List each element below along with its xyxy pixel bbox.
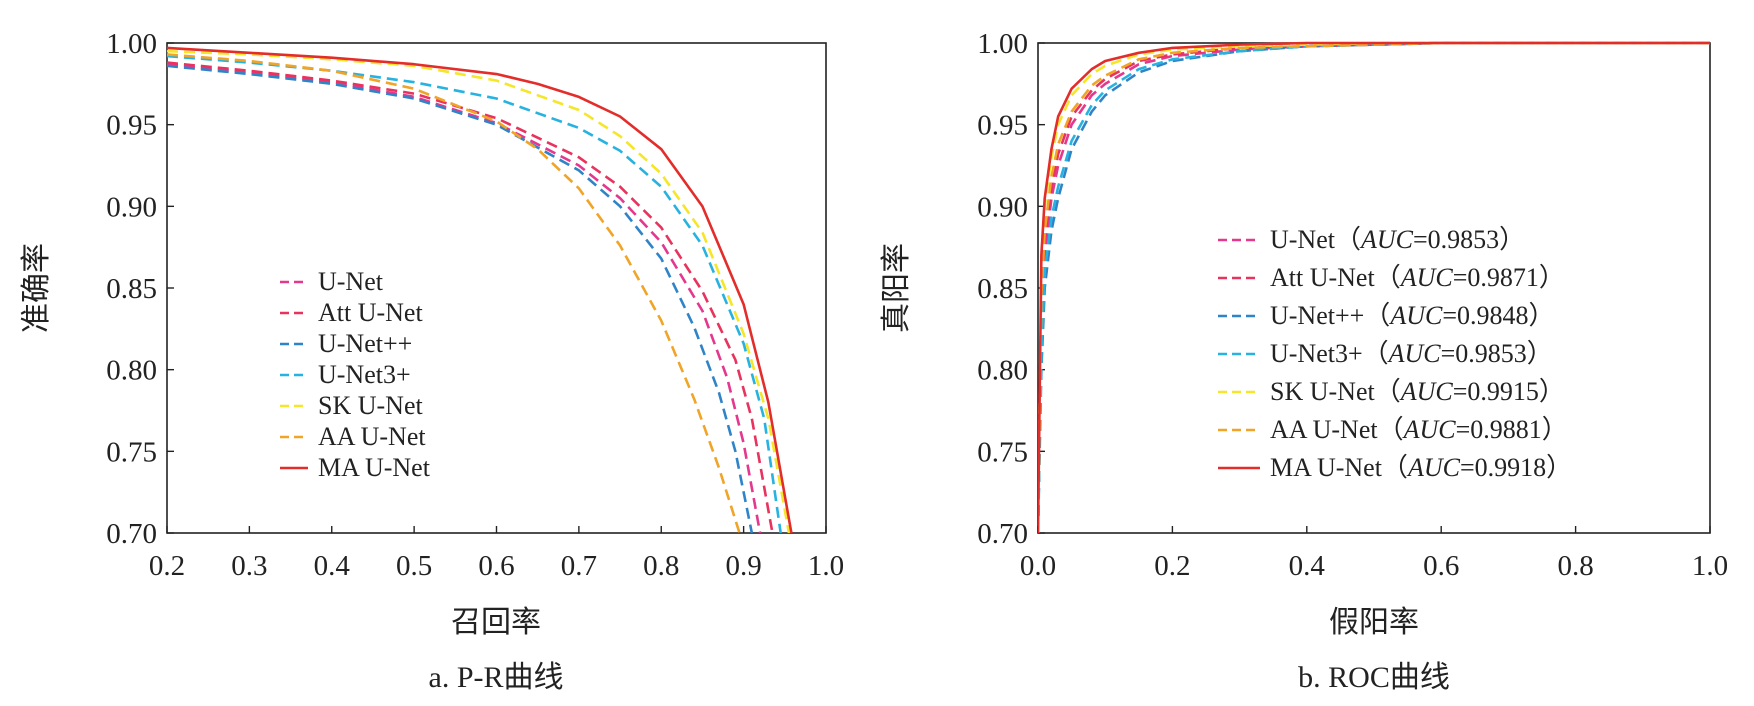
series-line-sk-u-net — [167, 49, 791, 533]
series-line-u-net — [1038, 41, 1710, 533]
y-tick-label: 0.90 — [977, 191, 1028, 223]
x-tick-label: 0.5 — [396, 550, 432, 582]
x-tick-label: 0.6 — [1423, 550, 1459, 582]
chart-caption: a. P-R曲线 — [429, 661, 564, 694]
plot-frame — [1037, 42, 1711, 534]
x-tick-label: 0.4 — [314, 550, 351, 582]
legend-entry: SK U-Net — [318, 391, 423, 420]
legend-entry: MA U-Net（AUC=0.9918） — [1270, 453, 1572, 482]
x-tick-label: 0.4 — [1289, 550, 1326, 582]
x-tick-label: 1.0 — [1692, 550, 1728, 582]
y-tick-label: 0.70 — [106, 518, 157, 550]
legend-entry: U-Net3+（AUC=0.9853） — [1270, 339, 1553, 368]
legend-entry: SK U-Net（AUC=0.9915） — [1270, 377, 1565, 406]
x-tick-label: 0.2 — [149, 550, 185, 582]
legend-entry: U-Net++ — [318, 329, 412, 358]
x-axis-label: 召回率 — [451, 606, 541, 639]
x-tick-label: 0.8 — [643, 550, 679, 582]
series-line-ma-u-net — [1038, 41, 1710, 533]
legend-entry: U-Net++（AUC=0.9848） — [1270, 301, 1554, 330]
roc-chart: 0.0 0.2 0.4 0.6 0.8 1.0 0.70 0.75 0.80 0.85 0.90 0.… — [880, 28, 1728, 694]
series-line-u-net3- — [167, 54, 782, 533]
series-line-u-net- — [167, 64, 754, 533]
y-tick-label: 0.75 — [977, 436, 1028, 468]
y-tick-label: 0.70 — [977, 518, 1028, 550]
series-group — [167, 46, 793, 533]
pr-chart: 0.2 0.3 0.4 0.5 0.6 0.7 0.8 0.9 1.0 0.70 0.75 0.80 0… — [20, 28, 844, 694]
series-line-att-u-net — [167, 61, 774, 533]
x-tick-label: 0.7 — [561, 550, 597, 582]
series-group — [1038, 41, 1710, 533]
x-tick-label: 0.8 — [1557, 550, 1593, 582]
y-tick-label: 0.80 — [977, 355, 1028, 387]
series-line-u-net — [167, 62, 762, 533]
x-tick-label: 0.6 — [478, 550, 514, 582]
x-axis-label: 假阳率 — [1329, 606, 1419, 639]
legend-entry: U-Net3+ — [318, 360, 411, 389]
legend-entry: MA U-Net — [318, 453, 431, 482]
legend-entry: Att U-Net（AUC=0.9871） — [1270, 263, 1565, 292]
y-tick-label: 0.85 — [977, 273, 1028, 305]
legend-entry: AA U-Net（AUC=0.9881） — [1270, 415, 1568, 444]
plot-frame — [166, 42, 827, 534]
y-tick-label: 0.75 — [106, 436, 157, 468]
y-tick-label: 0.85 — [106, 273, 157, 305]
y-tick-label: 0.95 — [977, 110, 1028, 142]
x-tick-label: 1.0 — [808, 550, 844, 582]
x-tick-label: 0.0 — [1020, 550, 1056, 582]
x-tick-label: 0.9 — [726, 550, 762, 582]
legend-entry: Att U-Net — [318, 298, 423, 327]
series-line-aa-u-net — [167, 53, 741, 533]
legend-entry: U-Net — [318, 267, 384, 296]
y-axis-label: 准确率 — [20, 243, 53, 333]
y-tick-label: 0.90 — [106, 191, 157, 223]
chart-caption: b. ROC曲线 — [1298, 661, 1450, 694]
y-tick-label: 1.00 — [977, 28, 1028, 60]
series-line-ma-u-net — [167, 46, 793, 533]
legend-entry: AA U-Net — [318, 422, 426, 451]
legend: U-Net（AUC=0.9853） Att U-Net（AUC=0.9871） U-… — [1218, 225, 1572, 482]
y-axis-label: 真阳率 — [880, 243, 913, 333]
y-tick-label: 0.95 — [106, 110, 157, 142]
x-tick-label: 0.3 — [231, 550, 267, 582]
legend-entry: U-Net（AUC=0.9853） — [1270, 225, 1525, 254]
x-tick-label: 0.2 — [1154, 550, 1190, 582]
y-tick-label: 1.00 — [106, 28, 157, 60]
y-tick-label: 0.80 — [106, 355, 157, 387]
